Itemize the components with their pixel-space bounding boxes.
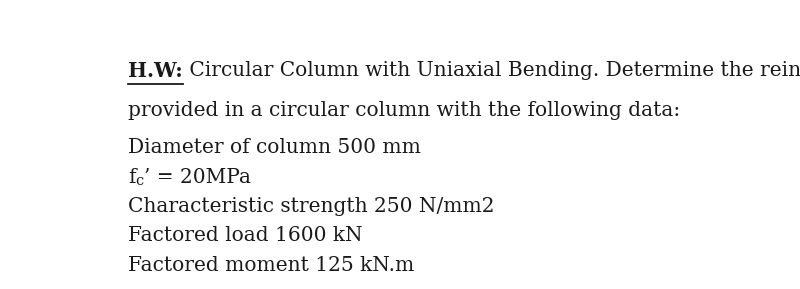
Text: provided in a circular column with the following data:: provided in a circular column with the f… [128, 101, 680, 121]
Text: Characteristic strength 250 N/mm2: Characteristic strength 250 N/mm2 [128, 197, 494, 216]
Text: Factored load 1600 kN: Factored load 1600 kN [128, 226, 362, 245]
Text: Circular Column with Uniaxial Bending. Determine the reinforcement to be: Circular Column with Uniaxial Bending. D… [182, 61, 800, 80]
Text: f: f [128, 168, 135, 186]
Text: Diameter of column 500 mm: Diameter of column 500 mm [128, 138, 421, 157]
Text: ’ = 20MPa: ’ = 20MPa [143, 168, 250, 186]
Text: Factored moment 125 kN.m: Factored moment 125 kN.m [128, 256, 414, 275]
Text: c: c [135, 174, 143, 188]
Text: H.W:: H.W: [128, 61, 182, 81]
